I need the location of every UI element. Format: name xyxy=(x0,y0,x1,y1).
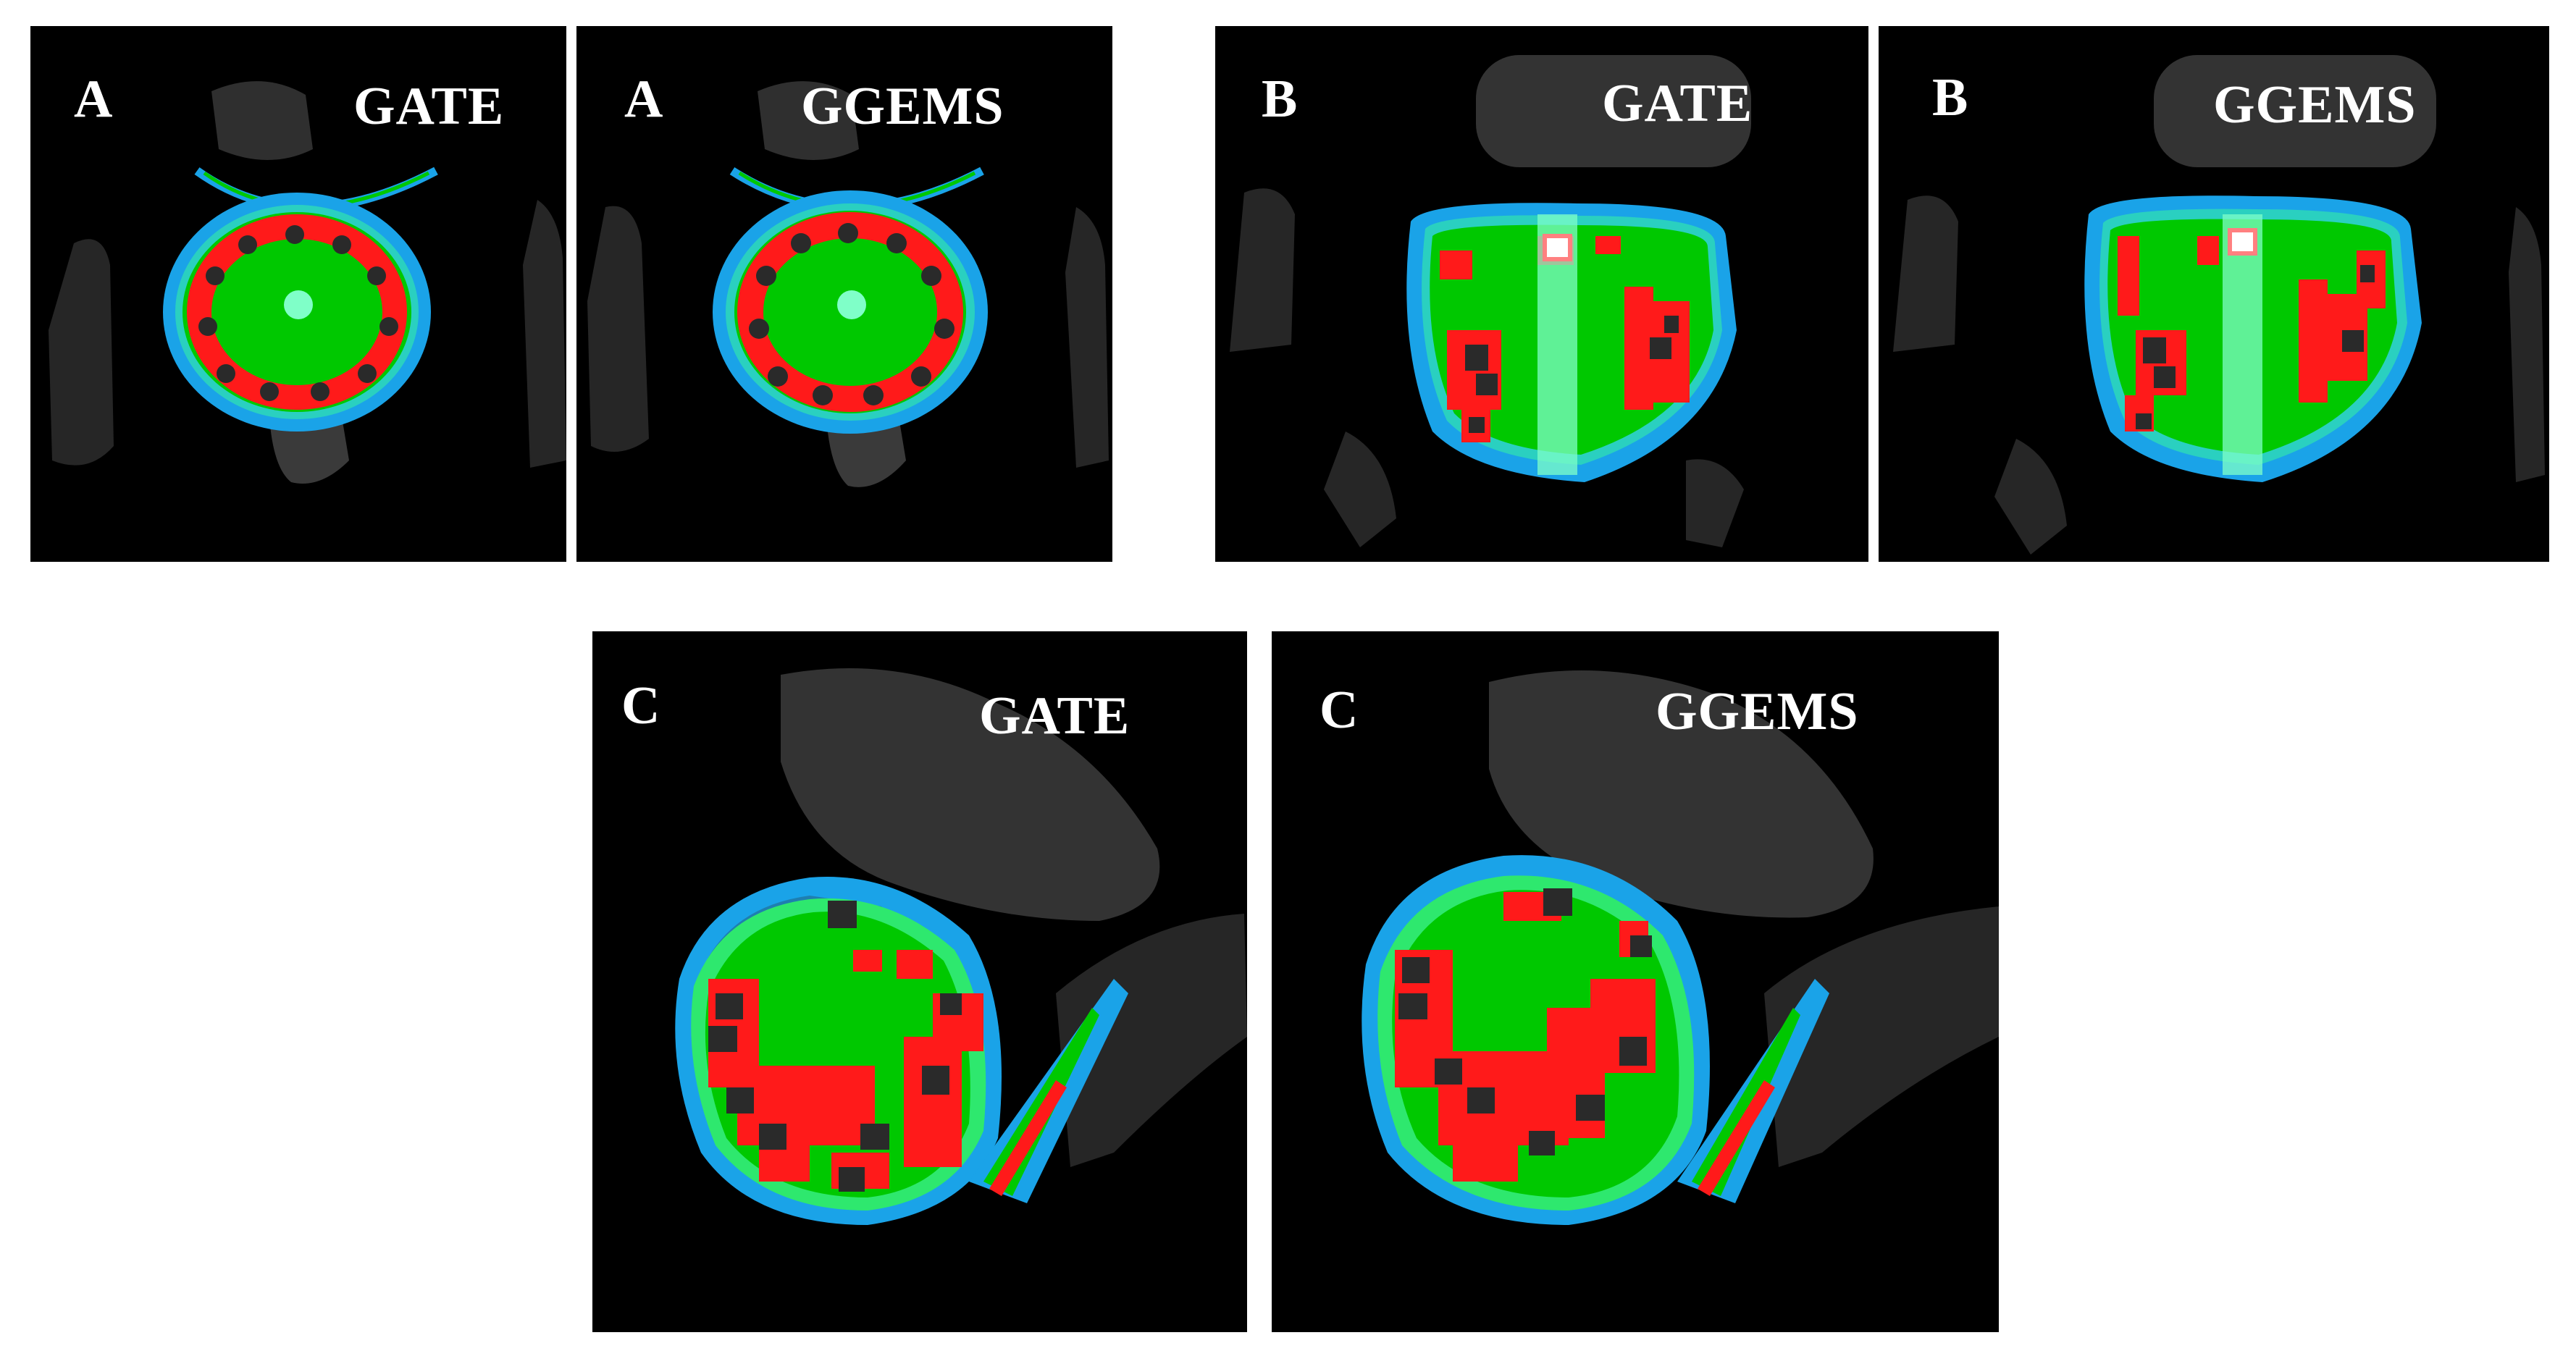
panel-a-ggems: A GGEMS xyxy=(576,26,1112,562)
dose-map-b-ggems xyxy=(1893,55,2545,555)
dose-map-c-gate xyxy=(675,668,1247,1225)
dose-map-a-gate xyxy=(49,81,566,484)
panel-letter: C xyxy=(621,676,661,736)
method-label: GGEMS xyxy=(1656,682,1859,741)
organ-shape xyxy=(1994,439,2067,555)
seed-group xyxy=(749,223,955,405)
organ-shape xyxy=(1489,670,1874,918)
catheter-track xyxy=(2223,214,2262,475)
seed-group xyxy=(1398,888,1652,1155)
seed-group xyxy=(2136,265,2375,429)
panel-letter: C xyxy=(1320,681,1359,740)
panel-letter: A xyxy=(624,70,664,129)
seed-group xyxy=(198,225,398,401)
panel-c-ggems: C GGEMS xyxy=(1272,631,1999,1332)
panel-letter: B xyxy=(1262,70,1299,129)
panel-a-gate: A GATE xyxy=(30,26,566,562)
method-label: GGEMS xyxy=(2213,75,2417,135)
organ-shape xyxy=(523,200,566,468)
catheter-spot xyxy=(284,290,313,319)
dose-band-urethra xyxy=(989,1080,1067,1196)
panel-b-ggems: B GGEMS xyxy=(1879,26,2549,562)
organ-shape xyxy=(49,239,114,466)
organ-shape xyxy=(1686,459,1744,547)
organ-shape xyxy=(587,206,649,452)
organ-shape xyxy=(781,668,1160,921)
dose-map-a-ggems xyxy=(587,81,1109,487)
panel-letter: A xyxy=(74,70,114,129)
organ-shape xyxy=(1893,195,1958,352)
organ-shape xyxy=(1230,188,1295,352)
seed-group xyxy=(1465,316,1679,433)
organ-shape xyxy=(2509,207,2545,482)
catheter-spot xyxy=(837,290,866,319)
dose-map-c-ggems xyxy=(1362,670,1999,1225)
method-label: GGEMS xyxy=(801,77,1004,136)
method-label: GATE xyxy=(1602,74,1753,133)
dose-band-urethra xyxy=(983,1008,1099,1196)
organ-shape xyxy=(1476,55,1751,167)
organ-shape xyxy=(1056,914,1247,1167)
organ-shape xyxy=(1324,431,1396,547)
seed-group xyxy=(708,901,962,1192)
panel-c-gate: C GATE xyxy=(592,631,1247,1332)
organ-shape xyxy=(758,81,859,160)
panel-letter: B xyxy=(1932,68,1969,127)
organ-shape xyxy=(1065,207,1109,468)
organ-shape xyxy=(2154,55,2436,167)
catheter-tip xyxy=(2228,228,2257,256)
catheter-tip xyxy=(1543,234,1572,261)
method-label: GATE xyxy=(979,686,1130,746)
dose-map-b-gate xyxy=(1230,55,1751,547)
organ-shape xyxy=(1764,906,1999,1167)
dose-band-urethra xyxy=(1692,1008,1800,1196)
method-label: GATE xyxy=(353,77,505,136)
dose-band-urethra xyxy=(1698,1080,1775,1196)
panel-b-gate: B GATE xyxy=(1215,26,1868,562)
organ-shape xyxy=(211,81,313,160)
